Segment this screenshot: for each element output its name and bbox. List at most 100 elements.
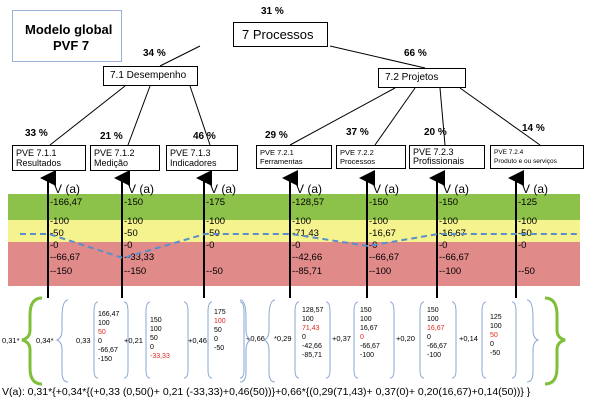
formula-stack-value: 50 [214, 327, 222, 334]
node-desempenho: 7.1 Desempenho [103, 66, 198, 86]
scale-1-value-3: -50 [50, 228, 64, 239]
formula-stack-value: 100 [302, 316, 314, 323]
formula-stack-value: 16,67 [360, 325, 378, 332]
scale-2-value-4: -0 [124, 240, 133, 251]
leaf-code: PVE 7.1.2 [94, 148, 135, 158]
formula-weight-6: +0,37 [332, 334, 351, 343]
scale-2-value-2: -100 [124, 216, 144, 227]
formula-stack-value: 0 [98, 338, 102, 345]
scale-2-value-5: --33,33 [124, 252, 155, 263]
scale-3-value-1: -175 [206, 197, 226, 208]
leaf-weight-5: 37 % [346, 127, 369, 138]
model-title-line-1: Modelo global [25, 22, 113, 37]
node-projetos-label: 7.2 Projetos [385, 72, 439, 83]
right-group-brace [262, 299, 276, 383]
formula-stack-value: 0 [360, 334, 364, 341]
formula-stack-value: 0 [214, 336, 218, 343]
leaf-node-ferramentas: PVE 7.2.1 Ferramentas [256, 145, 332, 169]
scale-4-value-2: -100 [292, 216, 312, 227]
tree-connectors [49, 45, 541, 146]
leaf-code: PVE 7.2.3 [413, 147, 454, 157]
scale-6-value-4: -0 [439, 240, 448, 251]
scale-6-value-1: -150 [439, 197, 459, 208]
formula-stack-1: 166,47 100 50 0 -66,67 -150 [98, 310, 119, 364]
axis-label-3: V (a) [210, 182, 237, 196]
scale-1-value-2: -100 [50, 216, 70, 227]
formula-stack-value: -50 [490, 350, 501, 357]
scale-2-value-6: --150 [124, 266, 147, 277]
axis-label-2: V (a) [128, 182, 155, 196]
leaf-code: PVE 7.2.2 [340, 148, 374, 157]
formula-stack-value: 16,67 [427, 325, 445, 332]
model-title-line-2: PVF 7 [53, 38, 90, 53]
node-projetos: 7.2 Projetos [378, 68, 466, 88]
formula-stack-value: 100 [150, 326, 162, 333]
leaf-weight-7: 14 % [522, 123, 545, 134]
formula-weight-7: +0,20 [396, 334, 415, 343]
leaf-node-processos: PVE 7.2.2 Processos [336, 145, 406, 169]
scale-3-value-6: --50 [206, 266, 223, 277]
formula-stack-value: 128,57 [302, 307, 324, 314]
scale-7-value-2: -100 [518, 216, 538, 227]
scale-6-value-5: --66,67 [439, 252, 470, 263]
formula-weight-1: 0,33 [76, 336, 91, 345]
formula-stack-6: 150 100 16,67 0 -66,67 -100 [427, 306, 447, 360]
scale-5-value-6: --100 [369, 266, 392, 277]
leaf-code: PVE 7.2.4 [494, 149, 524, 156]
formula-stack-value: -100 [427, 352, 442, 359]
formula-stack-4: 128,57 100 71,43 0 -42,66 -85,71 [302, 306, 323, 360]
formula-stack-value: -50 [214, 345, 225, 352]
scale-1-value-5: --66,67 [50, 252, 81, 263]
value-profile-line [20, 233, 578, 260]
leaf-node-indicadores: PVE 7.1.3 Indicadores [166, 145, 238, 171]
formula-stack-value: 71,43 [302, 325, 320, 332]
left-group-brace-close [239, 299, 253, 383]
axis-label-5: V (a) [373, 182, 400, 196]
formula-stack-value: 150 [360, 307, 372, 314]
scale-4-value-5: --42,66 [292, 252, 323, 263]
formula-lead: 0,31* [2, 336, 20, 345]
leaf-node-produto: PVE 7.2.4 Produto e ou serviços [490, 145, 584, 169]
band-red [8, 242, 580, 286]
formula-stack-value: 50 [98, 329, 106, 336]
scale-5-value-5: --66,67 [369, 252, 400, 263]
formula-stack-value: -100 [360, 352, 375, 359]
scale-6-value-6: --100 [439, 266, 462, 277]
formula-stack-value: 0 [150, 344, 154, 351]
formula-stack-value: 100 [214, 318, 226, 325]
formula-stack-value: 50 [150, 335, 158, 342]
scale-4-value-1: -128,57 [292, 197, 325, 208]
leaf-weight-4: 29 % [265, 130, 288, 141]
leaf-name: Ferramentas [260, 157, 303, 166]
band-green [8, 194, 580, 220]
axis-label-7: V (a) [522, 182, 549, 196]
leaf-node-medicao: PVE 7.1.2 Medição [90, 145, 160, 171]
formula-weight-2: +0,21 [124, 336, 143, 345]
formula-stack-value: 175 [214, 309, 226, 316]
axis-label-6: V (a) [443, 182, 470, 196]
scale-2-value-1: -150 [124, 197, 144, 208]
leaf-name: Produto e ou serviços [494, 158, 557, 165]
outer-right-brace [544, 296, 566, 386]
scale-5-value-2: -100 [369, 216, 389, 227]
leaf-code: PVE 7.1.3 [170, 148, 211, 158]
leaf-weight-2: 21 % [100, 131, 123, 142]
formula-weight-8: +0,14 [459, 334, 478, 343]
formula-lead-2: 0,34* [36, 336, 54, 345]
formula-stack-value: -150 [98, 356, 113, 363]
formula-weight-3: +0,46 [188, 336, 207, 345]
formula-stack-value: 100 [98, 320, 110, 327]
formula-stack-value: 150 [150, 317, 162, 324]
formula-stack-value: -66,67 [427, 343, 447, 350]
leaf-code: PVE 7.1.1 [16, 148, 57, 158]
root-node: 7 Processos [233, 22, 328, 47]
scale-1-value-6: --150 [50, 266, 73, 277]
root-label: 7 Processos [242, 27, 314, 42]
leaf-weight-1: 33 % [25, 128, 48, 139]
scale-4-value-3: -71,43 [292, 228, 319, 239]
formula-stack-value: 0 [490, 341, 494, 348]
scale-1-value-4: -0 [50, 240, 59, 251]
scale-4-value-6: --85,71 [292, 266, 323, 277]
formula-stack-2: 150 100 50 0 -33,33 [150, 316, 170, 361]
formula-stack-value: -66,67 [360, 343, 380, 350]
